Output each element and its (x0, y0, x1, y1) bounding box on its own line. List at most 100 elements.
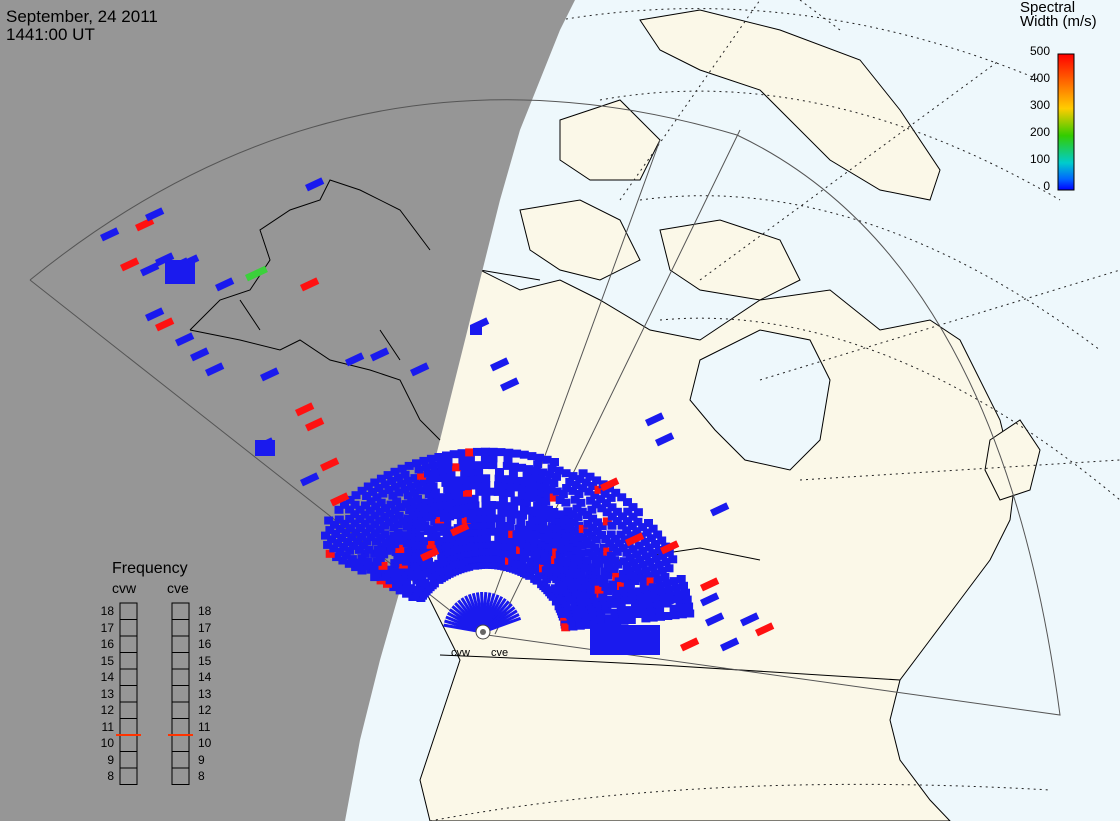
scatter-cell (481, 461, 490, 469)
scatter-cell (592, 476, 602, 485)
scatter-cell (335, 548, 345, 556)
scatter-cell (516, 532, 526, 541)
scatter-cell (568, 622, 578, 631)
scatter-block (590, 625, 660, 655)
scatter-cell (575, 475, 585, 484)
scatter-cell (720, 637, 740, 652)
scatter-cell (405, 506, 415, 514)
scatter-cell (395, 545, 405, 553)
scatter-cell (368, 487, 378, 496)
scatter-cell (568, 472, 578, 481)
scatter-cell (449, 484, 459, 492)
scatter-cell (536, 474, 546, 483)
scatter-cell (525, 486, 535, 494)
scatter-cell (464, 562, 474, 571)
scatter-cell (409, 488, 419, 497)
scatter-cell (555, 496, 565, 504)
scatter-cell (445, 464, 454, 473)
scatter-cell (390, 506, 400, 515)
scatter-cell (622, 548, 632, 557)
scatter-cell (499, 377, 520, 392)
scatter-cell (494, 474, 504, 483)
scatter-cell (320, 457, 340, 472)
scatter-cell (493, 541, 503, 550)
scatter-cell (350, 519, 360, 528)
scatter-cell (653, 575, 663, 584)
scatter-cell (599, 578, 609, 587)
scatter-cell (612, 589, 622, 597)
scatter-cell (520, 505, 529, 514)
scatter-cell (343, 538, 353, 546)
scatter-cell (412, 567, 422, 576)
scatter-cell (476, 561, 486, 569)
frequency-tick-left: 18 (100, 604, 114, 618)
scatter-cell (590, 620, 600, 629)
frequency-tick-left: 9 (107, 752, 114, 767)
scatter-cell (700, 577, 720, 592)
scatter-cell (642, 528, 652, 537)
scatter-cell (610, 556, 620, 565)
scatter-cell (410, 474, 420, 483)
scatter-cell (530, 522, 540, 531)
scatter-cell (405, 554, 415, 563)
scatter-cell (599, 543, 609, 552)
scatter-cell (481, 494, 491, 503)
scatter-cell (596, 495, 606, 504)
scatter-cell (397, 464, 407, 473)
scatter-cell (361, 501, 370, 510)
scatter-cell (634, 569, 644, 578)
scatter-cell (463, 488, 472, 497)
scatter-cell (398, 517, 408, 526)
scatter-cell (344, 352, 365, 367)
scatter-cell (545, 470, 555, 479)
scatter-cell (625, 566, 635, 575)
scatter-cell (439, 472, 449, 481)
scatter-cell (412, 517, 422, 526)
scatter-cell (477, 521, 486, 529)
scatter-cell (552, 487, 562, 496)
scatter-cell (321, 531, 330, 540)
scatter-cell (403, 491, 413, 500)
scatter-cell (558, 490, 568, 498)
scatter-cell (558, 612, 568, 621)
scatter-cell (597, 619, 607, 628)
scatter-cell (363, 482, 373, 491)
scatter-cell (393, 528, 403, 537)
scatter-cell (375, 507, 385, 516)
scatter-cell (332, 553, 342, 562)
scatter-cell (517, 560, 527, 569)
scatter-cell (422, 513, 432, 521)
scatter-cell (509, 503, 519, 512)
scatter-cell (533, 460, 543, 469)
scatter-cell (455, 510, 465, 519)
scatter-cell (445, 512, 455, 521)
scatter-cell (510, 496, 520, 505)
scatter-cell (610, 608, 620, 617)
site-label-cvw: cvw (451, 647, 470, 659)
scatter-cell (591, 500, 601, 509)
scatter-cell (416, 486, 425, 495)
scatter-cell (586, 496, 596, 505)
scatter-cell (323, 540, 333, 549)
scatter-cell (419, 537, 428, 546)
scatter-cell (645, 557, 655, 566)
scatter-cell (602, 517, 612, 526)
scatter-cell (533, 516, 543, 525)
scatter-cell (640, 537, 650, 546)
scatter-cell (548, 592, 558, 601)
scatter-cell (396, 503, 405, 512)
scatter-cell (357, 532, 366, 541)
scatter-cell (441, 499, 450, 508)
scatter-cell (424, 504, 434, 513)
scatter-cell (614, 577, 624, 586)
scatter-cell (656, 612, 665, 621)
scatter-cell (646, 602, 656, 611)
scatter-cell (518, 511, 528, 520)
scatter-cell (390, 482, 400, 491)
scatter-cell (433, 523, 442, 532)
scatter-cell (388, 491, 398, 500)
frequency-tick-left: 15 (100, 653, 114, 668)
scatter-cell (626, 611, 635, 619)
scatter-cell (668, 555, 678, 564)
scatter-cell (456, 489, 466, 498)
